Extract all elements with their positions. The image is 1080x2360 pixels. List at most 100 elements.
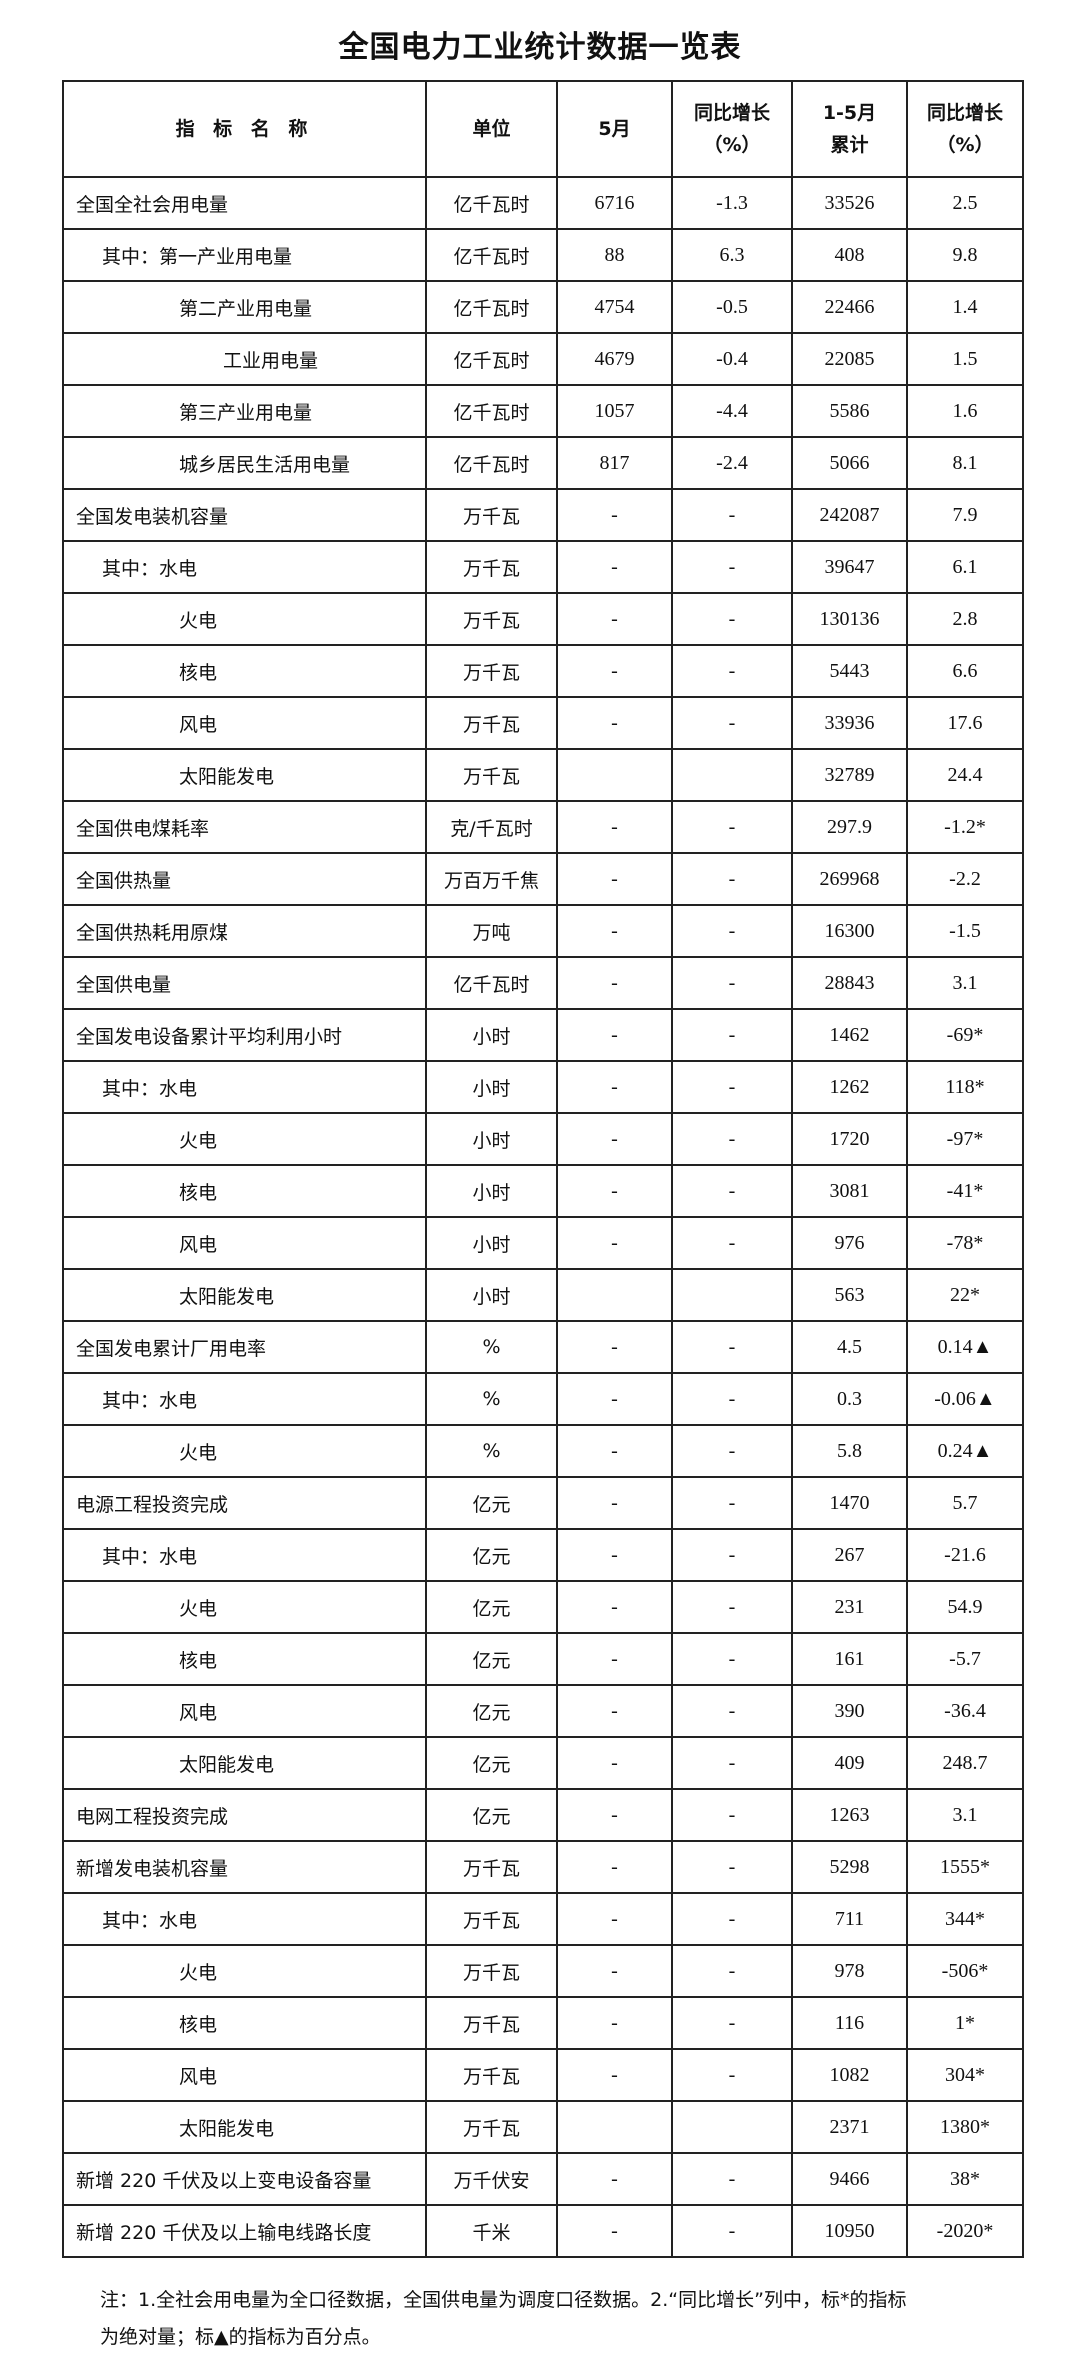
- cumulative-yoy-cell: 6.1: [906, 540, 1024, 594]
- unit-cell: 亿元: [425, 1684, 558, 1738]
- cumulative-value-cell: 5.8: [791, 1424, 908, 1478]
- table-row: 全国供电煤耗率 克/千瓦时 - -297.9 -1.2*: [62, 800, 1024, 854]
- may-yoy-cell: -2.4: [671, 436, 793, 490]
- cumulative-yoy-cell: 9.8: [906, 228, 1024, 282]
- table-row: 全国发电累计厂用电率% - -4.5 0.14▲: [62, 1320, 1024, 1374]
- cumulative-value-cell: 1263: [791, 1788, 908, 1842]
- may-value-cell: [556, 1268, 673, 1322]
- cumulative-yoy-cell: -36.4: [906, 1684, 1024, 1738]
- may-value-cell: -: [556, 696, 673, 750]
- table-row: 风电 小时 - -976 -78*: [62, 1216, 1024, 1270]
- unit-cell: 万百万千焦: [425, 852, 558, 906]
- cumulative-yoy-cell: 7.9: [906, 488, 1024, 542]
- may-yoy-cell: -: [671, 1164, 793, 1218]
- cumulative-value-cell: 242087: [791, 488, 908, 542]
- table-row: 新增 220 千伏及以上输电线路长度 千米 - -10950 -2020*: [62, 2204, 1024, 2258]
- table-row: 风电 万千瓦 - -33936 17.6: [62, 696, 1024, 750]
- unit-cell: 万千瓦: [425, 488, 558, 542]
- indicator-name-cell: 火电: [62, 1112, 427, 1166]
- unit-cell: 小时: [425, 1268, 558, 1322]
- cumulative-yoy-cell: -2020*: [906, 2204, 1024, 2258]
- cumulative-yoy-cell: -69*: [906, 1008, 1024, 1062]
- table-row: 核电 万千瓦 - -116 1*: [62, 1996, 1024, 2050]
- footnote-line-2: 为绝对量；标▲的指标为百分点。: [100, 2326, 381, 2348]
- unit-cell: %: [425, 1320, 558, 1374]
- cumulative-value-cell: 1262: [791, 1060, 908, 1114]
- cumulative-value-cell: 33936: [791, 696, 908, 750]
- unit-cell: 亿元: [425, 1476, 558, 1530]
- indicator-name-cell: 全国供热耗用原煤: [62, 904, 427, 958]
- may-yoy-cell: -: [671, 1892, 793, 1946]
- cumulative-value-cell: 409: [791, 1736, 908, 1790]
- may-yoy-cell: -: [671, 592, 793, 646]
- table-row: 风电 万千瓦 - -1082 304*: [62, 2048, 1024, 2102]
- may-value-cell: -: [556, 1580, 673, 1634]
- unit-cell: 万千伏安: [425, 2152, 558, 2206]
- indicator-name-cell: 新增 220 千伏及以上输电线路长度: [62, 2204, 427, 2258]
- indicator-name-cell: 风电: [62, 1684, 427, 1738]
- may-value-cell: [556, 748, 673, 802]
- table-row: 全国供热耗用原煤 万吨 - -16300 -1.5: [62, 904, 1024, 958]
- indicator-name-cell: 火电: [62, 1580, 427, 1634]
- indicator-name-cell: 火电: [62, 1424, 427, 1478]
- may-value-cell: -: [556, 1684, 673, 1738]
- may-value-cell: -: [556, 1528, 673, 1582]
- cumulative-yoy-cell: 5.7: [906, 1476, 1024, 1530]
- indicator-name-cell: 其中：第一产业用电量: [62, 228, 427, 282]
- may-yoy-cell: -: [671, 852, 793, 906]
- may-yoy-cell: -: [671, 1424, 793, 1478]
- indicator-name-cell: 电源工程投资完成: [62, 1476, 427, 1530]
- table-row: 火电 万千瓦 - -978 -506*: [62, 1944, 1024, 1998]
- may-value-cell: 6716: [556, 176, 673, 230]
- may-yoy-cell: -0.5: [671, 280, 793, 334]
- may-value-cell: -: [556, 1736, 673, 1790]
- may-yoy-cell: -: [671, 1684, 793, 1738]
- may-yoy-cell: -: [671, 1320, 793, 1374]
- table-row: 核电 小时 - -3081 -41*: [62, 1164, 1024, 1218]
- may-yoy-cell: -: [671, 1008, 793, 1062]
- unit-cell: 万千瓦: [425, 696, 558, 750]
- may-yoy-cell: -: [671, 1580, 793, 1634]
- cumulative-value-cell: 33526: [791, 176, 908, 230]
- may-yoy-cell: -: [671, 2152, 793, 2206]
- table-row: 全国全社会用电量 亿千瓦时 6716 -1.3 33526 2.5: [62, 176, 1024, 230]
- may-value-cell: 817: [556, 436, 673, 490]
- cumulative-value-cell: 16300: [791, 904, 908, 958]
- cumulative-value-cell: 711: [791, 1892, 908, 1946]
- cumulative-value-cell: 161: [791, 1632, 908, 1686]
- table-body: 全国全社会用电量 亿千瓦时 6716 -1.3 33526 2.5 其中：第一产业用电量 亿千…: [62, 176, 1024, 2258]
- may-yoy-cell: -: [671, 1736, 793, 1790]
- may-yoy-cell: -: [671, 644, 793, 698]
- may-value-cell: -: [556, 1372, 673, 1426]
- cumulative-yoy-cell: 1380*: [906, 2100, 1024, 2154]
- unit-cell: 万吨: [425, 904, 558, 958]
- may-value-cell: -: [556, 1164, 673, 1218]
- cumulative-yoy-cell: 2.5: [906, 176, 1024, 230]
- table-row: 新增 220 千伏及以上变电设备容量 万千伏安 - -9466 38*: [62, 2152, 1024, 2206]
- footnote: 注：1.全社会用电量为全口径数据，全国供电量为调度口径数据。2.“同比增长”列中…: [100, 2282, 1000, 2356]
- may-value-cell: -: [556, 1996, 673, 2050]
- cumulative-value-cell: 28843: [791, 956, 908, 1010]
- table-row: 电网工程投资完成 亿元 - -1263 3.1: [62, 1788, 1024, 1842]
- header-cumulative-yoy: 同比增长 （%）: [906, 80, 1024, 178]
- may-value-cell: -: [556, 2048, 673, 2102]
- may-yoy-cell: -1.3: [671, 176, 793, 230]
- may-yoy-cell: -: [671, 488, 793, 542]
- cumulative-yoy-cell: 6.6: [906, 644, 1024, 698]
- unit-cell: 万千瓦: [425, 748, 558, 802]
- indicator-name-cell: 核电: [62, 644, 427, 698]
- cumulative-yoy-cell: 1.6: [906, 384, 1024, 438]
- cumulative-value-cell: 2371: [791, 2100, 908, 2154]
- may-value-cell: -: [556, 1632, 673, 1686]
- table-row: 其中：水电 万千瓦 - -39647 6.1: [62, 540, 1024, 594]
- unit-cell: 亿千瓦时: [425, 280, 558, 334]
- unit-cell: 万千瓦: [425, 592, 558, 646]
- indicator-name-cell: 全国供热量: [62, 852, 427, 906]
- cumulative-yoy-cell: 8.1: [906, 436, 1024, 490]
- may-value-cell: -: [556, 1424, 673, 1478]
- may-value-cell: -: [556, 800, 673, 854]
- may-value-cell: -: [556, 1840, 673, 1894]
- cumulative-value-cell: 39647: [791, 540, 908, 594]
- may-yoy-cell: -: [671, 904, 793, 958]
- table-row: 其中：水电 小时 - -1262 118*: [62, 1060, 1024, 1114]
